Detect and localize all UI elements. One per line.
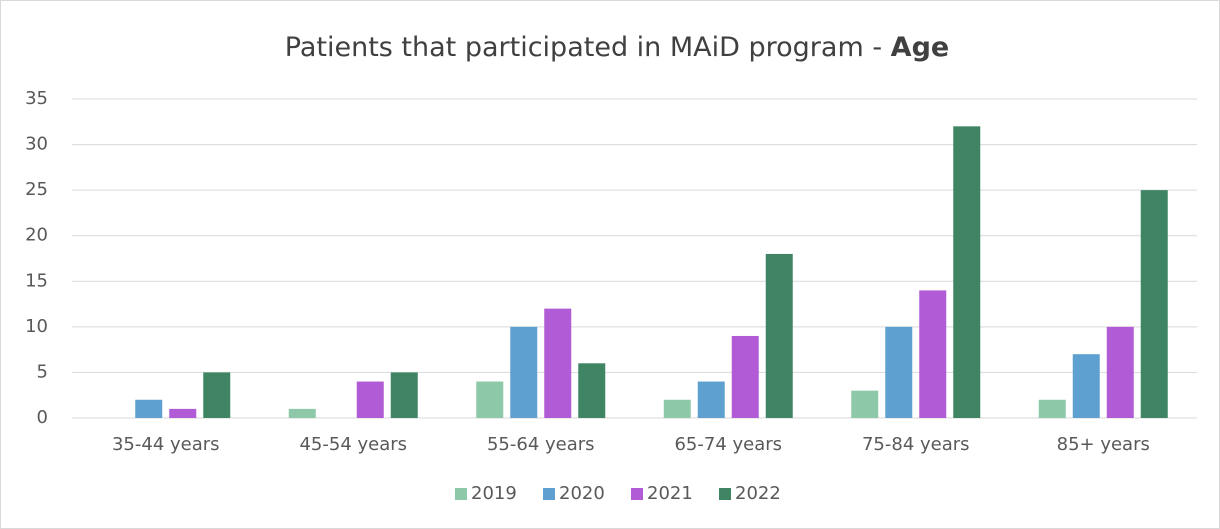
legend-swatch <box>455 488 467 500</box>
y-tick-label: 0 <box>37 407 48 428</box>
bar <box>288 408 316 418</box>
bar <box>203 372 231 418</box>
x-tick-label: 85+ years <box>1057 434 1150 455</box>
x-tick-label: 35-44 years <box>112 434 220 455</box>
y-tick-label: 5 <box>37 361 48 382</box>
bar <box>731 335 759 418</box>
bar <box>476 381 504 418</box>
bar <box>885 326 913 418</box>
x-tick-label: 65-74 years <box>674 434 782 455</box>
legend-label: 2021 <box>647 483 693 504</box>
bar <box>851 390 879 418</box>
y-tick-label: 35 <box>25 88 48 109</box>
y-tick-label: 15 <box>25 270 48 291</box>
legend-swatch <box>543 488 555 500</box>
bar <box>510 326 538 418</box>
legend-label: 2022 <box>735 483 781 504</box>
title-emphasis: Age <box>891 32 950 63</box>
legend-swatch <box>719 488 731 500</box>
bar <box>1140 190 1168 418</box>
bar <box>919 290 947 418</box>
y-tick-label: 25 <box>25 179 48 200</box>
title-text: Patients that participated in MAiD progr… <box>285 32 882 63</box>
y-tick-label: 10 <box>25 316 48 337</box>
bar <box>390 372 418 418</box>
chart-title: Patients that participated in MAiD progr… <box>285 32 949 63</box>
legend-swatch <box>631 488 643 500</box>
legend-label: 2019 <box>471 483 517 504</box>
bar <box>953 126 981 418</box>
x-tick-label: 45-54 years <box>299 434 407 455</box>
bar <box>169 408 197 418</box>
bar <box>765 253 793 418</box>
bar <box>697 381 725 418</box>
bar <box>1072 354 1100 418</box>
x-tick-label: 55-64 years <box>487 434 595 455</box>
legend-label: 2020 <box>559 483 605 504</box>
bar <box>1038 399 1066 418</box>
x-tick-label: 75-84 years <box>862 434 970 455</box>
bar <box>1106 326 1134 418</box>
bar <box>578 363 606 418</box>
y-tick-label: 30 <box>25 134 48 155</box>
bar <box>544 308 572 418</box>
bar <box>356 381 384 418</box>
bar <box>663 399 691 418</box>
y-tick-label: 20 <box>25 225 48 246</box>
bar <box>135 399 163 418</box>
